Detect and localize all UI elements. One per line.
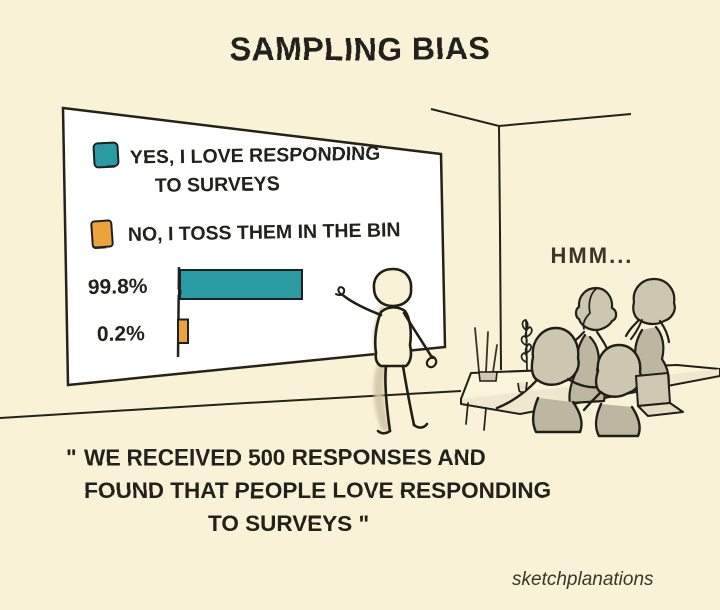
svg-text:TO SURVEYS: TO SURVEYS xyxy=(155,173,280,197)
svg-text:WE RECEIVED 500 RESPONSES AND: WE RECEIVED 500 RESPONSES AND xyxy=(84,445,486,470)
svg-text:SAMPLING BIAS: SAMPLING BIAS xyxy=(230,31,491,67)
svg-text:TO SURVEYS ": TO SURVEYS " xyxy=(208,511,369,536)
svg-text:YES, I LOVE RESPONDING: YES, I LOVE RESPONDING xyxy=(130,143,381,169)
svg-text:99.8%: 99.8% xyxy=(88,275,148,299)
svg-text:FOUND THAT PEOPLE LOVE RESPOND: FOUND THAT PEOPLE LOVE RESPONDING xyxy=(84,478,551,503)
svg-text:sketchplanations: sketchplanations xyxy=(512,569,654,590)
svg-text:HMM...: HMM... xyxy=(551,243,634,268)
svg-text:0.2%: 0.2% xyxy=(97,322,146,346)
svg-text:": " xyxy=(66,445,77,470)
